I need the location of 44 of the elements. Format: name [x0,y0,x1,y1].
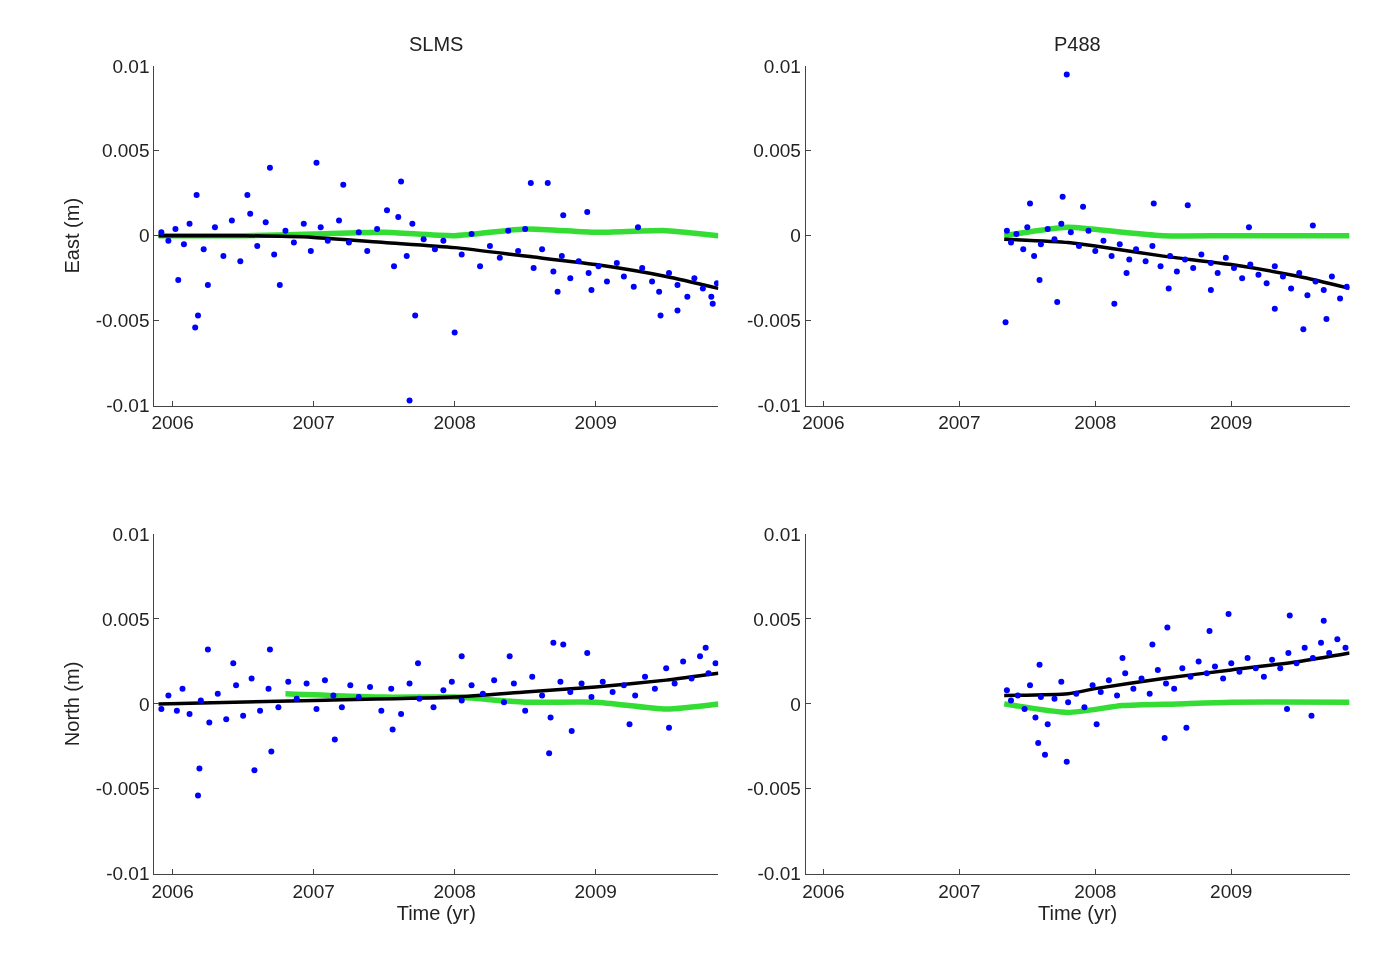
y-tick-label: 0 [790,225,801,247]
y-tick-label: -0.005 [746,310,801,332]
y-tick-label: 0.01 [112,523,150,545]
y-axis-title: East (m) [61,197,84,274]
x-tick-label: 2007 [292,412,335,434]
y-tick-label: -0.01 [106,863,150,885]
y-tick-label: 0.01 [112,55,150,77]
x-tick-label: 2008 [1074,880,1117,902]
x-tick-label: 2006 [802,412,845,434]
y-tick-label: -0.005 [95,310,150,332]
y-tick-label: -0.005 [95,778,150,800]
y-tick-label: 0.01 [763,523,801,545]
x-tick-label: 2006 [151,880,194,902]
x-tick-label: 2009 [1210,412,1253,434]
y-tick-label: -0.005 [746,778,801,800]
x-tick-label: 2007 [938,412,981,434]
x-tick-label: 2009 [1210,880,1253,902]
line-series [1002,237,1350,291]
x-tick-label: 2008 [1074,412,1117,434]
x-tick-label: 2006 [151,412,194,434]
y-tick-label: -0.01 [757,863,801,885]
x-tick-label: 2009 [574,880,617,902]
line-series [156,671,719,706]
y-tick-label: 0.005 [101,140,150,162]
x-tick-label: 2007 [938,880,981,902]
y-tick-label: 0.005 [753,140,801,162]
x-tick-label: 2007 [292,880,335,902]
y-tick-label: 0 [790,693,801,715]
y-tick-label: 0.01 [763,55,801,77]
chart-title: SLMS [409,33,464,55]
y-tick-label: 0 [138,225,150,247]
y-tick-label: 0.005 [101,608,150,630]
x-tick-label: 2006 [802,880,845,902]
y-tick-label: 0 [138,693,150,715]
chart-title: P488 [1054,33,1101,55]
x-tick-label: 2008 [433,880,476,902]
x-tick-label: 2009 [574,412,617,434]
x-tick-label: 2008 [433,412,476,434]
y-tick-label: 0.005 [753,608,801,630]
y-tick-label: -0.01 [757,395,801,417]
y-tick-label: -0.01 [106,395,150,417]
x-axis-title: Time (yr) [396,901,476,924]
x-axis-title: Time (yr) [1037,901,1118,924]
y-axis-title: North (m) [61,661,84,747]
